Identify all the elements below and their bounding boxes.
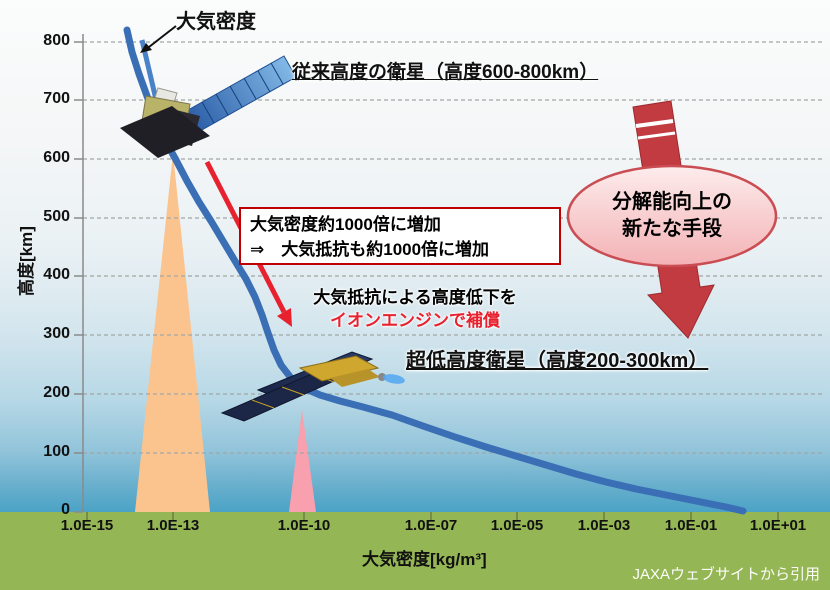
y-tick-300: 300	[43, 325, 70, 342]
drag-note-line2: イオンエンジンで補償	[330, 311, 500, 330]
x-tick-1e-01: 1.0E-01	[664, 517, 718, 534]
ellipse-callout-label: 分解能向上の 新たな手段	[570, 189, 774, 243]
x-axis-ticks	[86, 512, 779, 521]
x-tick-1e-03: 1.0E-03	[577, 517, 631, 534]
drag-note-line1: 大気抵抗による高度低下を	[313, 288, 517, 307]
y-axis-title: 高度[km]	[17, 226, 36, 296]
y-axis-line	[74, 34, 84, 513]
x-tick-1e-07: 1.0E-07	[404, 517, 458, 534]
y-tick-200: 200	[43, 384, 70, 401]
ellipse-line2: 新たな手段	[622, 218, 722, 240]
y-tick-100: 100	[43, 443, 70, 460]
x-tick-1e-10: 1.0E-10	[277, 517, 331, 534]
ground-band	[0, 512, 830, 590]
drag-compensation-note: 大気抵抗による高度低下を イオンエンジンで補償	[270, 286, 560, 332]
observation-cone-narrow	[289, 410, 316, 512]
y-tick-400: 400	[43, 266, 70, 283]
y-tick-700: 700	[43, 90, 70, 107]
ellipse-callout-shape	[566, 164, 778, 268]
super-low-satellite-label: 超低高度衛星（高度200-300km）	[406, 350, 709, 372]
ellipse-line1: 分解能向上の	[612, 191, 732, 213]
y-tick-800: 800	[43, 32, 70, 49]
x-tick-1e-05: 1.0E-05	[490, 517, 544, 534]
y-tick-500: 500	[43, 208, 70, 225]
x-axis-title: 大気密度[kg/m³]	[362, 550, 487, 569]
density-curve	[123, 26, 747, 515]
density-increase-line2: ⇒ 大気抵抗も約1000倍に増加	[250, 240, 490, 259]
ion-engine-plume	[383, 374, 405, 384]
y-tick-600: 600	[43, 149, 70, 166]
observation-cone-wide	[135, 153, 210, 512]
y-tick-0: 0	[61, 501, 70, 518]
x-tick-1e+01: 1.0E+01	[749, 517, 807, 534]
density-increase-callout: 大気密度約1000倍に増加 ⇒ 大気抵抗も約1000倍に増加	[239, 207, 561, 265]
conventional-satellite-image	[120, 39, 297, 158]
conventional-satellite-label: 従来高度の衛星（高度600-800km）	[292, 62, 599, 83]
x-tick-1e-13: 1.0E-13	[146, 517, 200, 534]
curve-label-arrow	[140, 25, 177, 53]
curve-label: 大気密度	[176, 11, 256, 33]
density-increase-line1: 大気密度約1000倍に増加	[250, 215, 441, 234]
source-credit: JAXAウェブサイトから引用	[632, 566, 820, 583]
super-low-satellite-image	[220, 351, 405, 422]
x-tick-1e-15: 1.0E-15	[60, 517, 114, 534]
